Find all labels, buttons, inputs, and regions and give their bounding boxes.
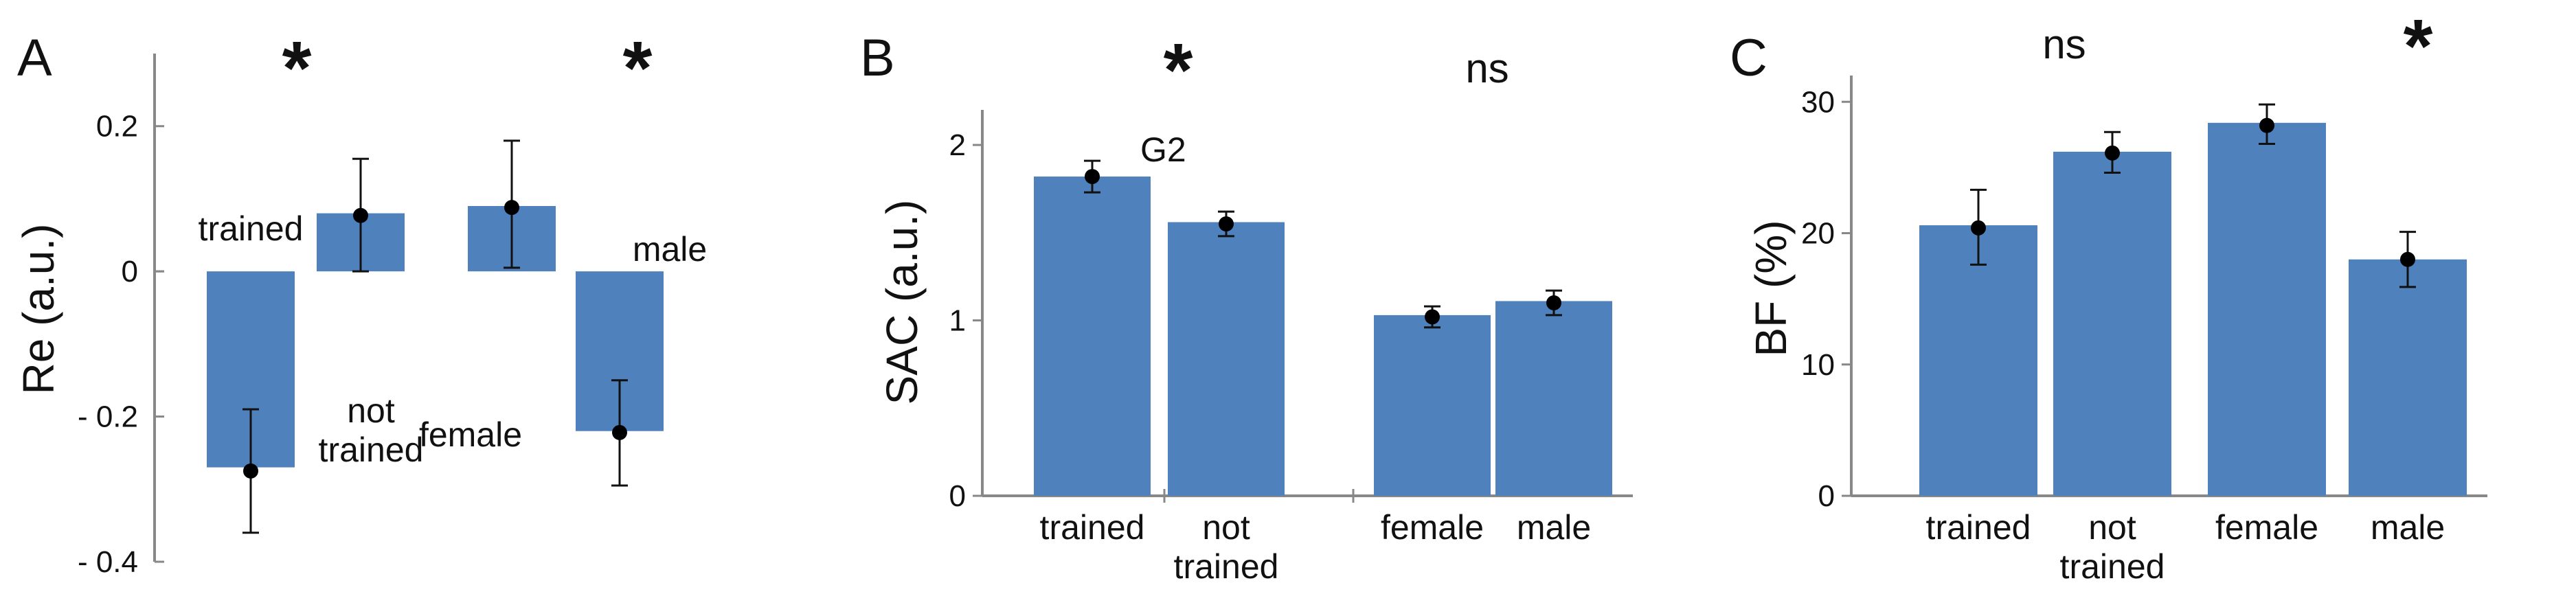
mean-point xyxy=(1219,216,1234,232)
bar xyxy=(1919,225,2037,496)
y-tick-label: 30 xyxy=(1801,85,1835,119)
significance-marker: ns xyxy=(2042,21,2086,67)
significance-marker: * xyxy=(1164,28,1193,113)
category-label: male xyxy=(1517,508,1591,547)
significance-marker: * xyxy=(282,26,312,111)
bar xyxy=(1495,301,1612,496)
y-tick-label: 2 xyxy=(949,128,966,162)
y-axis-label: BF (%) xyxy=(1746,220,1796,356)
y-tick-label: 0 xyxy=(122,255,138,288)
y-tick-label: 0.2 xyxy=(96,110,138,144)
y-tick-label: 0 xyxy=(1818,479,1835,513)
category-label-line: trained xyxy=(319,431,424,469)
category-label: female xyxy=(1381,508,1484,547)
panel-letter: A xyxy=(17,29,52,87)
category-label-line: male xyxy=(2371,508,2445,547)
category-label-line: trained xyxy=(2060,547,2165,586)
category-label-line: female xyxy=(1381,508,1484,547)
y-tick-label: 1 xyxy=(949,304,966,338)
category-label-line: trained xyxy=(1926,508,2031,547)
y-tick-label: 20 xyxy=(1801,217,1835,251)
category-label: male xyxy=(2371,508,2445,547)
mean-point xyxy=(612,424,627,440)
significance-marker: * xyxy=(623,26,653,111)
category-label-line: not xyxy=(2088,508,2136,547)
mean-point xyxy=(243,463,258,479)
y-tick-label: 0 xyxy=(949,479,966,513)
category-label-line: female xyxy=(419,415,522,454)
mean-point xyxy=(1425,309,1440,325)
category-label-line: not xyxy=(1202,508,1250,547)
bar xyxy=(1034,176,1151,496)
bar xyxy=(1168,222,1285,496)
significance-marker: ns xyxy=(1465,45,1509,91)
category-label-line: male xyxy=(633,230,707,269)
y-tick-label: - 0.4 xyxy=(78,545,138,579)
category-label: not trained xyxy=(319,391,424,469)
y-axis-label: Re (a.u.) xyxy=(14,224,63,395)
category-label-line: trained xyxy=(199,209,304,248)
mean-point xyxy=(1085,169,1100,185)
category-label: female xyxy=(2215,508,2318,547)
mean-point xyxy=(504,200,519,216)
bar xyxy=(2208,122,2326,497)
annotation: G2 xyxy=(1140,130,1186,169)
category-label: trained xyxy=(1040,508,1145,547)
category-label-line: trained xyxy=(1040,508,1145,547)
mean-point xyxy=(1546,295,1561,310)
category-label: female xyxy=(419,415,522,454)
bar xyxy=(1374,315,1491,496)
category-label: trained xyxy=(1926,508,2031,547)
y-axis-label: SAC (a.u.) xyxy=(877,200,927,405)
category-label: male xyxy=(633,230,707,269)
category-label: not trained xyxy=(1174,508,1279,586)
significance-marker: * xyxy=(2404,4,2433,89)
panel-letter: B xyxy=(860,29,895,87)
mean-point xyxy=(1971,220,1986,236)
y-tick-label: - 0.2 xyxy=(78,400,138,434)
category-label-line: not xyxy=(347,391,395,430)
mean-point xyxy=(2259,117,2274,133)
mean-point xyxy=(2105,145,2120,161)
category-label: not trained xyxy=(2060,508,2165,586)
category-label-line: trained xyxy=(1174,547,1279,586)
category-label: trained xyxy=(199,209,304,248)
mean-point xyxy=(353,207,368,223)
panel-letter: C xyxy=(1730,29,1767,87)
mean-point xyxy=(2400,251,2415,267)
category-label-line: male xyxy=(1517,508,1591,547)
bar xyxy=(2349,259,2467,496)
bar xyxy=(2053,151,2171,497)
category-label-line: female xyxy=(2215,508,2318,547)
y-tick-label: 10 xyxy=(1801,348,1835,382)
